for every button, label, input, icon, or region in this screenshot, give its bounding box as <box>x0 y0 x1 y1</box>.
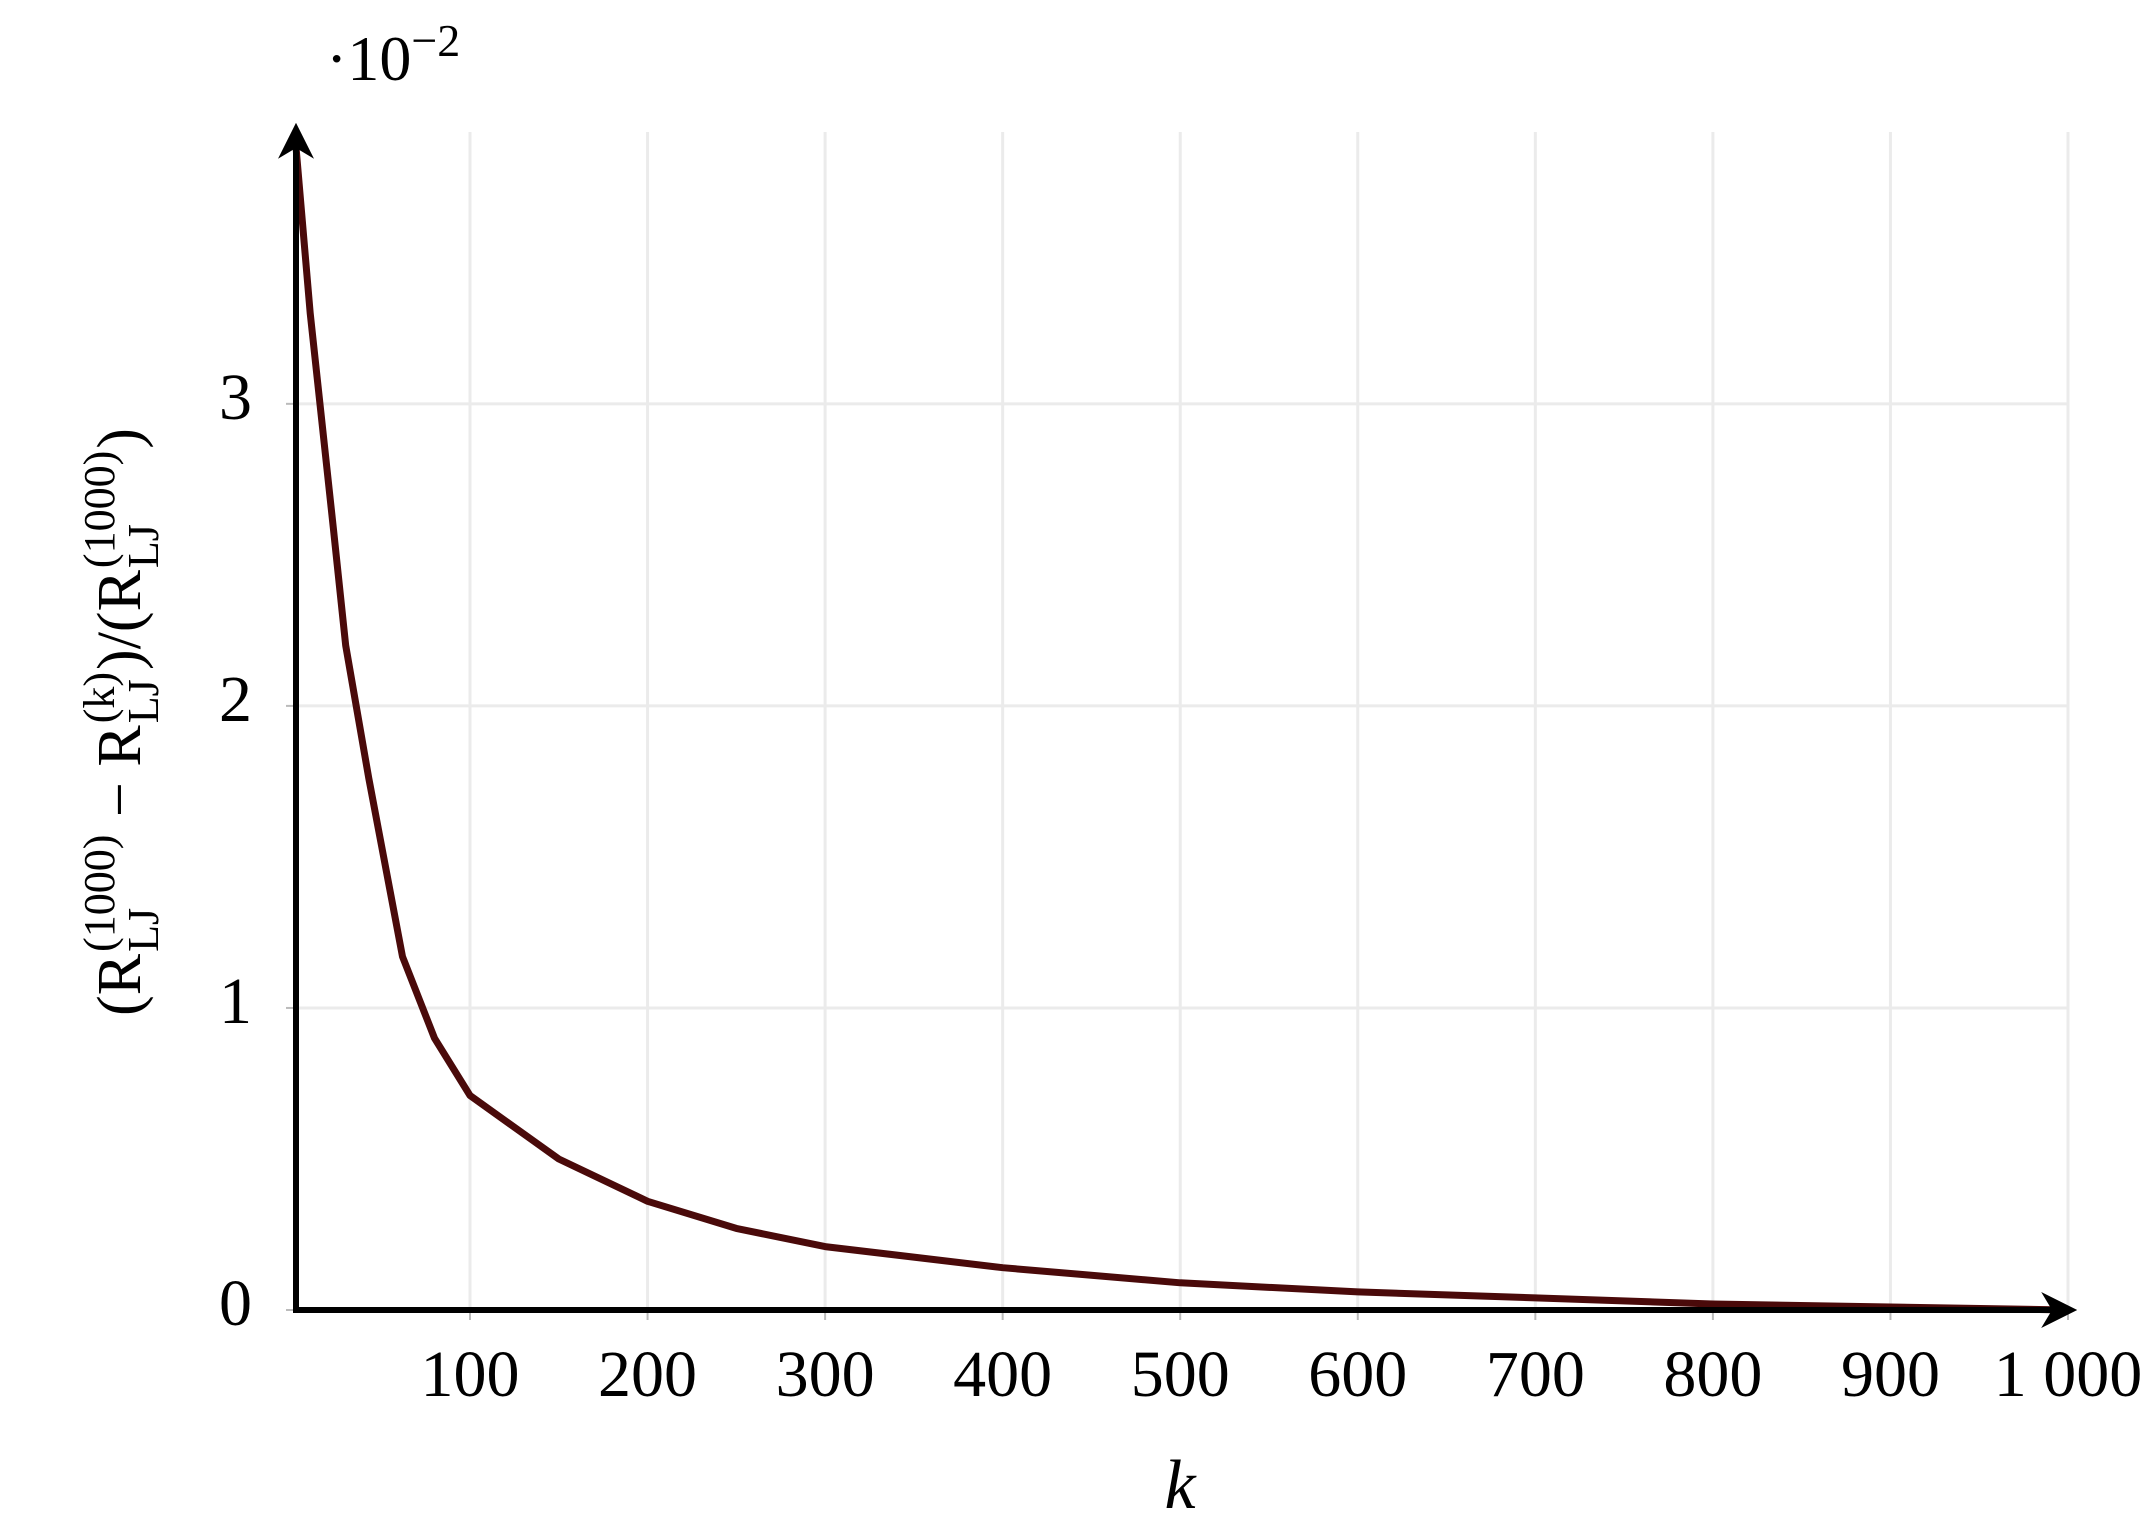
y-label-part: (R <box>86 953 154 1016</box>
y-label-part: − R <box>86 725 154 833</box>
y-label-part: (1000) <box>75 835 124 952</box>
grid <box>286 132 2070 1320</box>
y-label-part: (k) <box>75 672 124 723</box>
y-label-part: LJ <box>119 524 168 568</box>
scale-exponent: −2 <box>411 15 460 66</box>
x-tick-label: 1 000 <box>1994 1338 2143 1411</box>
x-tick-label: 700 <box>1486 1338 1585 1411</box>
x-axis-label: k <box>1164 1447 1197 1517</box>
y-label-part: ) <box>86 428 154 449</box>
y-scale-label: ·10−2 <box>326 15 460 94</box>
x-tick-label: 300 <box>776 1338 875 1411</box>
y-label-part: (1000) <box>75 451 124 568</box>
y-label-part: )/(R <box>86 569 154 670</box>
axes: 100 200 300 400 500 600 700 800 900 1 000 0 1 2 3 <box>219 122 2143 1411</box>
y-label-part: LJ <box>119 679 168 723</box>
x-tick-label: 400 <box>953 1338 1052 1411</box>
y-tick-label: 3 <box>219 361 252 434</box>
x-tick-label: 500 <box>1131 1338 1230 1411</box>
plot-area <box>292 143 2072 1314</box>
scale-base: ·10 <box>326 23 411 94</box>
y-tick-label: 2 <box>219 663 252 736</box>
y-axis-label: (R(1000)LJ − R(k)LJ)/(R(1000)LJ) <box>75 428 168 1016</box>
y-tick-label: 1 <box>219 965 252 1038</box>
x-tick-label: 900 <box>1841 1338 1940 1411</box>
x-tick-label: 600 <box>1308 1338 1407 1411</box>
y-tick-label: 0 <box>219 1267 252 1340</box>
y-label-part: LJ <box>119 908 168 952</box>
x-tick-label: 800 <box>1663 1338 1762 1411</box>
x-tick-label: 100 <box>421 1338 520 1411</box>
x-tick-label: 200 <box>598 1338 697 1411</box>
line-series <box>292 143 2072 1314</box>
